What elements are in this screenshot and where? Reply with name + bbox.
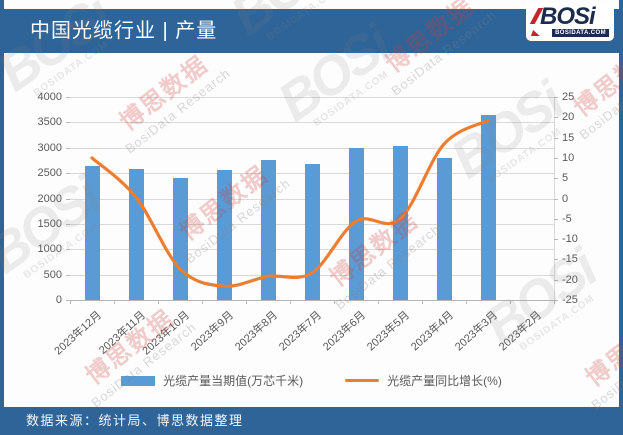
left-axis-tick-label: 2000: [37, 192, 62, 205]
x-axis-tick: [70, 300, 71, 304]
page-title: 中国光缆行业 | 产量: [30, 20, 218, 42]
line-series-swatch: [345, 379, 380, 382]
right-axis-tick-label: 25: [562, 91, 575, 103]
bar: [84, 165, 100, 300]
header-bar: 中国光缆行业 | 产量: [0, 9, 623, 53]
legend-item-bar-series: 光缆产量当期值(万芯千米): [121, 372, 303, 389]
right-axis-tick-label: 15: [562, 131, 575, 144]
line-series-label: 光缆产量同比增长(%): [387, 374, 502, 388]
x-axis-tick: [158, 300, 159, 304]
right-axis-tick: [554, 239, 558, 241]
left-axis-tick-label: 1000: [37, 243, 62, 256]
left-axis-tick-label: 4000: [37, 91, 62, 103]
x-axis-tick: [466, 300, 467, 304]
logo-domain-text: BOSIDATA.COM: [552, 29, 609, 37]
bar: [216, 169, 232, 300]
frame-border-left: [0, 0, 4, 435]
footer-bar: 数据来源：统计局、博思数据整理: [0, 407, 623, 435]
x-axis-line: [70, 300, 554, 301]
gridline: [70, 97, 554, 98]
x-axis-tick: [554, 300, 555, 304]
x-axis-tick: [422, 300, 423, 304]
right-axis-tick-label: 20: [562, 111, 575, 124]
bar: [172, 178, 188, 300]
data-source-text: 数据来源：统计局、博思数据整理: [26, 413, 244, 428]
logo-brand-text: BOSi: [540, 3, 596, 30]
bar: [304, 164, 320, 300]
left-axis-tick: [66, 249, 70, 251]
frame-border-right: [619, 0, 623, 435]
right-axis-tick: [554, 259, 558, 261]
left-axis-tick-label: 1500: [37, 217, 62, 230]
left-axis-tick: [66, 198, 70, 200]
x-axis-tick: [334, 300, 335, 304]
bar-series-label: 光缆产量当期值(万芯千米): [163, 374, 304, 388]
left-axis-tick: [66, 274, 70, 276]
left-axis-tick: [66, 147, 70, 149]
left-axis-tick: [66, 97, 70, 98]
right-axis-tick-label: -15: [562, 253, 578, 266]
right-axis-tick: [554, 117, 558, 119]
bar: [436, 157, 452, 300]
bar: [480, 114, 496, 300]
right-axis-tick-label: 5: [562, 172, 569, 185]
x-axis-tick: [290, 300, 291, 304]
right-axis-tick: [554, 97, 558, 98]
right-axis-tick: [554, 198, 558, 200]
left-axis-tick-label: 0: [55, 294, 62, 306]
bar: [392, 146, 408, 300]
right-axis-tick: [554, 178, 558, 180]
right-axis-tick-label: -20: [562, 273, 578, 286]
left-axis-tick-label: 3500: [37, 116, 62, 129]
bar-series-swatch: [121, 375, 156, 386]
right-axis-tick: [554, 137, 558, 139]
left-axis-tick: [66, 122, 70, 124]
x-axis-tick: [246, 300, 247, 304]
right-axis-tick-label: 10: [562, 151, 575, 164]
left-axis-tick: [66, 223, 70, 225]
left-axis-tick-label: 500: [43, 268, 62, 281]
right-axis-tick: [554, 218, 558, 220]
right-axis-tick: [554, 157, 558, 159]
legend-item-line-series: 光缆产量同比增长(%): [345, 372, 502, 389]
x-axis-tick: [202, 300, 203, 304]
x-axis-tick: [510, 300, 511, 304]
left-axis-tick-label: 2500: [37, 167, 62, 180]
left-axis-tick: [66, 300, 70, 301]
right-axis-tick-label: 0: [562, 192, 569, 205]
left-axis-tick: [66, 173, 70, 175]
bosi-logo: BOSi BOSIDATA.COM: [526, 2, 614, 41]
right-axis-tick: [554, 300, 558, 301]
right-axis-tick-label: -25: [562, 294, 578, 306]
bar: [260, 159, 276, 300]
logo-red-corner-icon: [530, 30, 543, 36]
bar: [348, 147, 364, 300]
x-axis-tick: [114, 300, 115, 304]
right-axis-tick-label: -5: [562, 212, 572, 225]
x-axis-tick: [378, 300, 379, 304]
right-axis-tick: [554, 279, 558, 281]
bar: [128, 168, 144, 300]
chart-legend: 光缆产量当期值(万芯千米) 光缆产量同比增长(%): [0, 372, 623, 389]
right-axis-tick-label: -10: [562, 233, 578, 246]
left-axis-tick-label: 3000: [37, 141, 62, 154]
